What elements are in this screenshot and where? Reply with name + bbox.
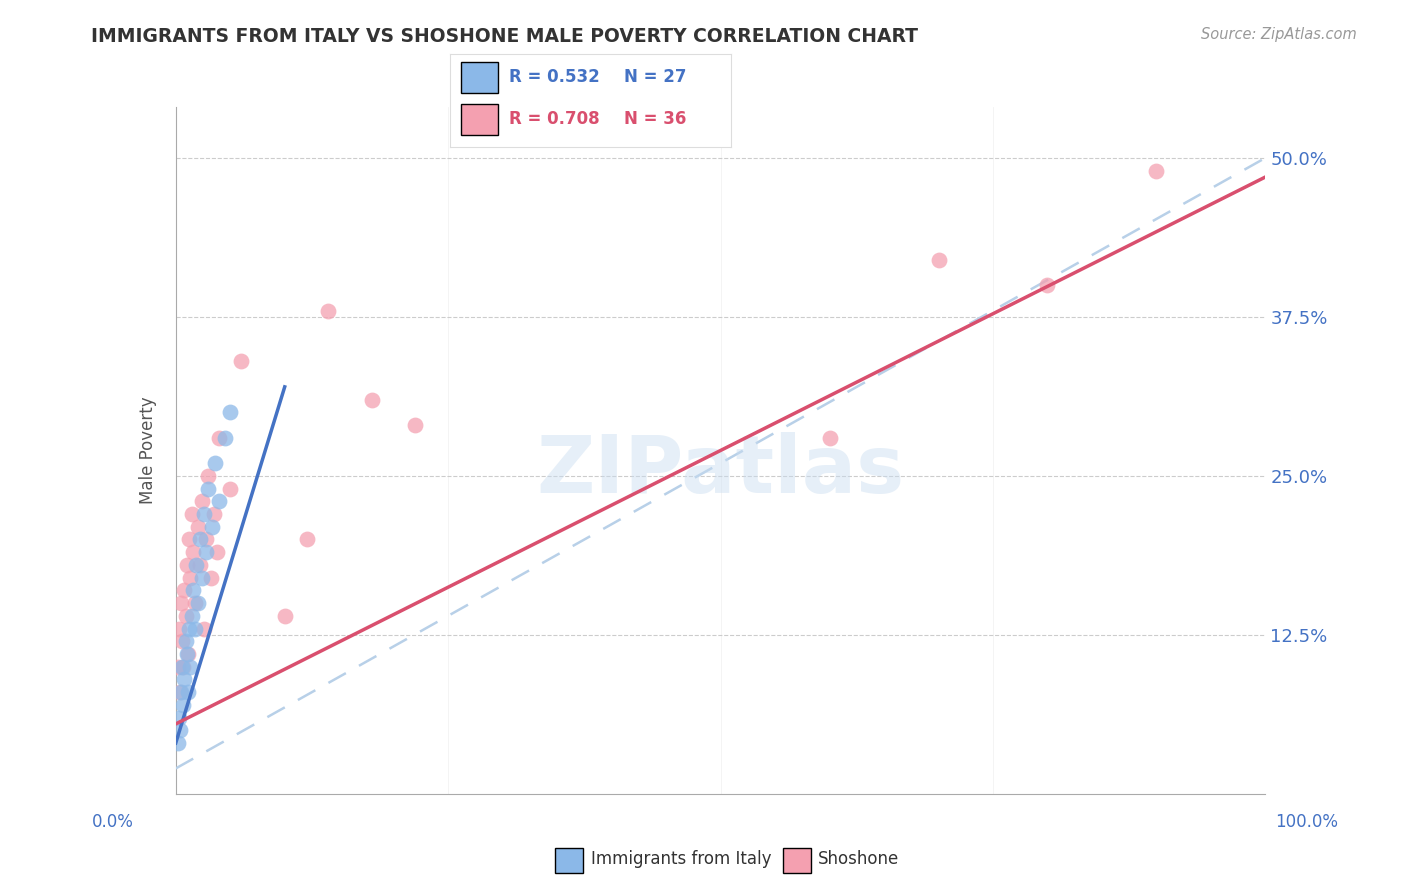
Point xyxy=(195,533,218,547)
Point xyxy=(205,545,228,559)
Point xyxy=(201,520,224,534)
Point xyxy=(181,608,204,623)
Point xyxy=(173,673,195,687)
Point xyxy=(179,659,201,673)
Text: 100.0%: 100.0% xyxy=(1275,814,1339,831)
Point xyxy=(181,507,204,521)
Point xyxy=(177,685,200,699)
Point xyxy=(818,431,841,445)
Point xyxy=(197,482,219,496)
Point xyxy=(219,405,242,419)
Text: N = 36: N = 36 xyxy=(624,110,686,128)
Point xyxy=(405,417,427,432)
Point xyxy=(193,622,215,636)
Point xyxy=(169,723,191,738)
Point xyxy=(186,596,209,610)
Point xyxy=(184,596,207,610)
Point xyxy=(318,303,340,318)
Point xyxy=(295,533,318,547)
Point xyxy=(202,507,225,521)
Point xyxy=(176,647,198,661)
Point xyxy=(188,558,211,572)
Point xyxy=(176,558,198,572)
Point xyxy=(167,659,190,673)
Point xyxy=(208,494,231,508)
FancyBboxPatch shape xyxy=(783,847,811,873)
Point xyxy=(186,558,208,572)
FancyBboxPatch shape xyxy=(461,104,498,135)
Point xyxy=(274,608,297,623)
Text: Source: ZipAtlas.com: Source: ZipAtlas.com xyxy=(1201,27,1357,42)
Point xyxy=(172,659,194,673)
Text: Shoshone: Shoshone xyxy=(818,850,900,868)
Point xyxy=(179,571,201,585)
Point xyxy=(172,659,194,673)
Point xyxy=(204,456,226,470)
Text: R = 0.708: R = 0.708 xyxy=(509,110,599,128)
Point xyxy=(191,571,214,585)
Point xyxy=(174,634,197,648)
Point xyxy=(170,685,193,699)
Point xyxy=(170,596,193,610)
Point xyxy=(181,545,204,559)
Text: Immigrants from Italy: Immigrants from Italy xyxy=(591,850,770,868)
Point xyxy=(181,583,204,598)
Point xyxy=(167,736,190,750)
Y-axis label: Male Poverty: Male Poverty xyxy=(139,397,157,504)
Point xyxy=(1144,163,1167,178)
Point xyxy=(928,252,950,267)
Point xyxy=(360,392,382,407)
Point xyxy=(169,685,191,699)
Text: N = 27: N = 27 xyxy=(624,69,686,87)
Point xyxy=(214,431,236,445)
Point xyxy=(1036,278,1059,293)
Point xyxy=(177,622,200,636)
Point xyxy=(167,710,190,724)
Point xyxy=(188,533,211,547)
Point xyxy=(195,545,218,559)
Text: R = 0.532: R = 0.532 xyxy=(509,69,600,87)
Point xyxy=(200,571,222,585)
Text: IMMIGRANTS FROM ITALY VS SHOSHONE MALE POVERTY CORRELATION CHART: IMMIGRANTS FROM ITALY VS SHOSHONE MALE P… xyxy=(91,27,918,45)
Text: ZIPatlas: ZIPatlas xyxy=(537,432,904,510)
Point xyxy=(193,507,215,521)
Point xyxy=(231,354,253,368)
Point xyxy=(219,482,242,496)
FancyBboxPatch shape xyxy=(461,62,498,93)
Point xyxy=(184,622,207,636)
Point xyxy=(197,469,219,483)
FancyBboxPatch shape xyxy=(555,847,583,873)
Point xyxy=(186,520,209,534)
Point xyxy=(167,622,190,636)
Point xyxy=(177,647,200,661)
Point xyxy=(191,494,214,508)
Text: 0.0%: 0.0% xyxy=(91,814,134,831)
Point xyxy=(173,583,195,598)
Point xyxy=(174,608,197,623)
Point xyxy=(208,431,231,445)
Point xyxy=(172,698,194,712)
Point xyxy=(172,634,194,648)
Point xyxy=(177,533,200,547)
